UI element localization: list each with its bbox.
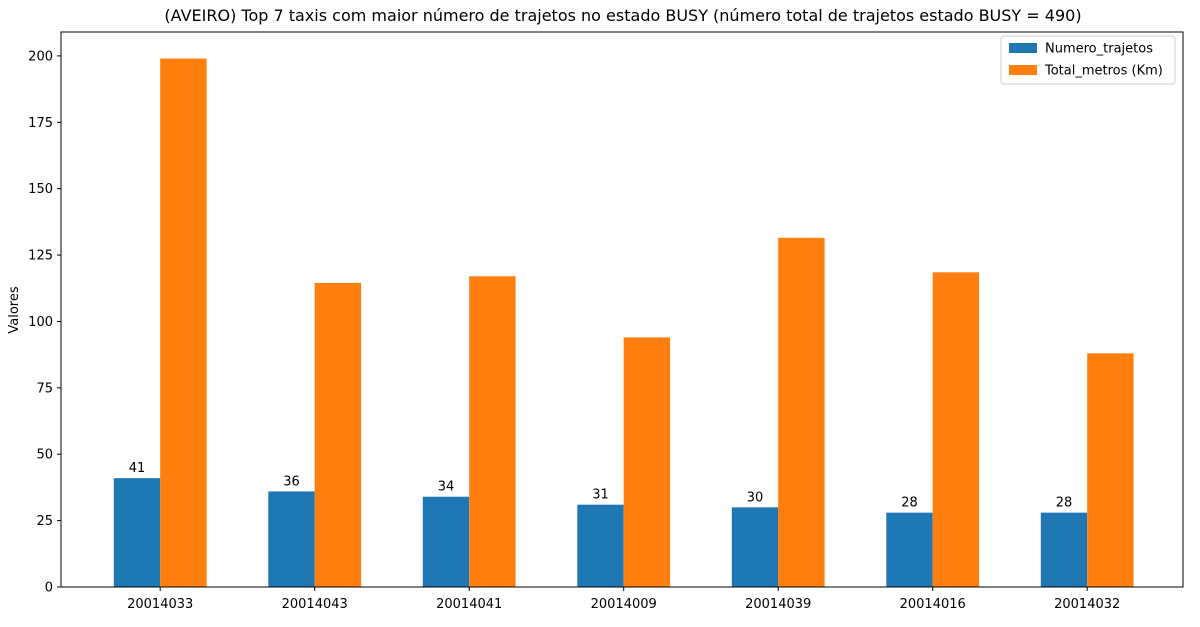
x-tick-label: 20014039	[745, 597, 811, 612]
legend-swatch	[1009, 43, 1037, 53]
bar-total-metros-20014041	[469, 276, 516, 587]
y-tick-label: 200	[28, 49, 53, 64]
bar-total-metros-20014039	[778, 237, 825, 587]
plot-frame	[60, 31, 1184, 588]
bar-numero-trajetos-20014041	[422, 496, 470, 587]
bar-value-label: 30	[747, 490, 764, 505]
bar-numero-trajetos-20014009	[577, 504, 624, 587]
y-tick-label: 0	[45, 581, 53, 596]
y-axis-label: Valores	[7, 286, 22, 333]
bar-total-metros-20014043	[314, 282, 362, 587]
bar-value-label: 28	[1056, 496, 1073, 511]
bar-value-label: 31	[592, 488, 609, 503]
bar-numero-trajetos-20014033	[113, 478, 161, 587]
legend-label: Total_metros (Km)	[1044, 64, 1163, 79]
legend: Numero_trajetos Total_metros (Km)	[1000, 35, 1176, 85]
bar-numero-trajetos-20014016	[886, 512, 933, 587]
bar-value-label: 34	[438, 480, 455, 495]
bar-total-metros-20014016	[932, 272, 980, 587]
bar-value-labels: 41 36 34 31 30 28 28	[129, 461, 1073, 511]
chart-title: (AVEIRO) Top 7 taxis com maior número de…	[164, 6, 1081, 25]
x-tick-label: 20014041	[436, 597, 502, 612]
bar-total-metros-20014009	[623, 337, 671, 587]
y-tick-label: 25	[36, 514, 53, 529]
x-axis-ticks: 20014033 20014043 20014041 20014009 20014039…	[127, 587, 1120, 612]
bars-group	[113, 58, 1134, 587]
bar-value-label: 36	[283, 474, 300, 489]
bar-numero-trajetos-20014039	[731, 507, 779, 587]
legend-swatch	[1009, 65, 1037, 75]
y-tick-label: 75	[36, 381, 53, 396]
bar-value-label: 28	[901, 496, 918, 511]
x-tick-label: 20014033	[127, 597, 193, 612]
y-tick-label: 125	[28, 249, 53, 264]
y-tick-label: 150	[28, 182, 53, 197]
bar-numero-trajetos-20014043	[268, 491, 315, 587]
x-tick-label: 20014016	[900, 597, 966, 612]
legend-box	[1000, 35, 1176, 85]
legend-label: Numero_trajetos	[1045, 42, 1153, 57]
y-tick-label: 50	[36, 448, 53, 463]
x-tick-label: 20014032	[1054, 597, 1120, 612]
y-tick-label: 175	[28, 116, 53, 131]
bar-value-label: 41	[129, 461, 146, 476]
bar-numero-trajetos-20014032	[1040, 512, 1088, 587]
y-axis-ticks: 0 25 50 75 100 125 150 175 200	[28, 49, 61, 596]
y-tick-label: 100	[28, 315, 53, 330]
x-tick-label: 20014043	[282, 597, 348, 612]
bar-total-metros-20014033	[160, 58, 207, 587]
x-tick-label: 20014009	[591, 597, 657, 612]
bar-total-metros-20014032	[1087, 353, 1134, 587]
